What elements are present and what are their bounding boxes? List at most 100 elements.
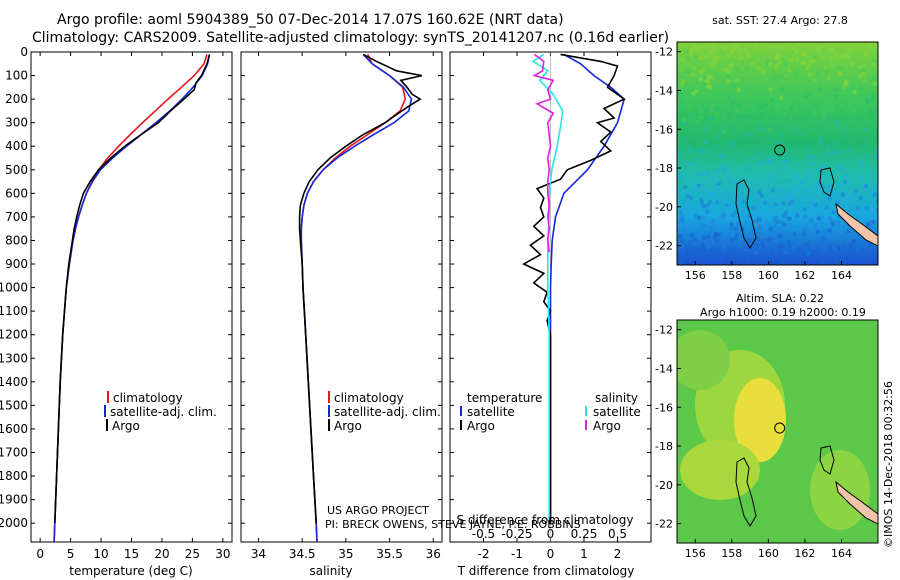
sst-texture-cell <box>735 221 740 226</box>
sst-texture-cell <box>729 63 734 68</box>
sst-texture-cell <box>746 253 751 258</box>
sst-texture-cell <box>853 189 858 194</box>
sst-texture-cell <box>864 190 869 195</box>
sla-map-title2: Argo h1000: 0.19 h2000: 0.19 <box>700 306 866 319</box>
map-lon-label: 162 <box>794 269 815 282</box>
sst-texture-cell <box>698 69 703 74</box>
sst-texture-cell <box>710 138 715 143</box>
sst-texture-cell <box>734 78 739 82</box>
credit-line2: PI: BRECK OWENS, STEVE JAYNE, P.E. ROBBI… <box>325 518 581 531</box>
sst-texture-cell <box>677 260 682 265</box>
sst-texture-cell <box>738 48 743 53</box>
sst-texture-cell <box>842 127 847 132</box>
sst-texture-cell <box>680 58 685 63</box>
sst-texture-cell <box>756 169 761 173</box>
sst-texture-cell <box>827 184 832 189</box>
sst-texture-cell <box>734 226 739 231</box>
sst-texture-cell <box>758 235 763 240</box>
sst-texture-cell <box>871 118 876 123</box>
sst-texture-cell <box>868 242 873 247</box>
sst-texture-cell <box>735 45 739 50</box>
sst-texture-cell <box>811 201 816 205</box>
sst-texture-cell <box>786 192 791 197</box>
sst-texture-cell <box>851 237 856 241</box>
sst-map-title: sat. SST: 27.4 Argo: 27.8 <box>712 14 848 27</box>
sst-texture-cell <box>705 78 709 83</box>
sst-texture-cell <box>872 124 877 129</box>
sst-texture-cell <box>805 86 810 91</box>
sst-texture-cell <box>709 63 714 68</box>
sst-texture-cell <box>678 166 683 171</box>
sst-texture-cell <box>868 225 873 230</box>
sst-texture-cell <box>866 99 870 104</box>
sst-texture-cell <box>748 188 753 193</box>
sst-texture-cell <box>767 46 772 50</box>
sst-texture-cell <box>740 55 745 59</box>
sst-texture-cell <box>802 98 807 103</box>
sst-texture-cell <box>706 234 711 239</box>
sst-texture-cell <box>769 235 774 240</box>
depth-tick-label: 400 <box>5 139 28 153</box>
sal-legend-climatology-label: climatology <box>334 391 404 405</box>
sst-texture-cell <box>871 248 876 253</box>
sst-texture-cell <box>706 213 710 218</box>
sst-texture-cell <box>682 82 687 87</box>
sst-texture-cell <box>839 118 844 122</box>
sst-texture-cell <box>838 66 843 71</box>
sst-texture-cell <box>701 242 706 247</box>
sst-texture-cell <box>695 120 699 125</box>
sst-texture-cell <box>726 95 731 100</box>
sst-texture-cell <box>809 235 814 240</box>
sst-texture-cell <box>809 204 814 209</box>
depth-tick-label: 1600 <box>0 422 28 436</box>
sst-texture-cell <box>789 150 794 155</box>
sst-texture-cell <box>684 202 689 207</box>
sst-texture-cell <box>713 42 717 47</box>
sst-texture-cell <box>705 209 710 214</box>
sst-texture-cell <box>698 150 703 155</box>
sst-texture-cell <box>768 175 773 180</box>
sst-texture-cell <box>874 101 878 105</box>
sst-texture-cell <box>735 232 739 237</box>
sst-texture-cell <box>735 180 740 185</box>
depth-tick-label: 1500 <box>0 398 28 412</box>
sst-texture-cell <box>858 74 863 79</box>
sst-texture-cell <box>776 53 781 58</box>
sst-texture-cell <box>856 179 861 184</box>
sst-texture-cell <box>782 258 787 263</box>
sst-texture-cell <box>813 223 818 228</box>
sla-island-outline <box>735 457 757 527</box>
sst-texture-cell <box>785 178 790 183</box>
map-lon-label: 164 <box>831 547 852 560</box>
sst-texture-cell <box>815 182 820 187</box>
legend-argo-label: Argo <box>112 419 140 433</box>
sst-texture-cell <box>755 92 760 97</box>
sst-texture-cell <box>799 247 804 252</box>
sst-texture-cell <box>813 203 818 208</box>
sst-texture-cell <box>822 116 827 121</box>
sst-texture-cell <box>827 216 832 221</box>
salinity-legend: climatology satellite-adj. clim. Argo <box>328 391 441 433</box>
sst-texture-cell <box>695 152 700 157</box>
sst-texture-cell <box>703 224 708 229</box>
sst-texture-cell <box>835 178 840 183</box>
sst-texture-cell <box>835 246 840 250</box>
sst-texture-cell <box>694 125 699 130</box>
depth-tick-label: 1100 <box>0 304 28 318</box>
sst-texture-cell <box>736 130 741 135</box>
temperature-line-climatology <box>53 54 208 543</box>
sst-texture-cell <box>711 219 716 224</box>
sst-texture-cell <box>686 190 691 195</box>
sst-texture-cell <box>875 187 878 192</box>
sst-texture-cell <box>690 246 695 251</box>
depth-tick-label: 100 <box>5 69 28 83</box>
sst-texture-cell <box>760 69 765 74</box>
sal-diff-tick-label: 0.5 <box>608 527 627 541</box>
sst-texture-cell <box>678 122 683 127</box>
sst-texture-cell <box>837 245 842 250</box>
sst-texture-cell <box>769 249 774 253</box>
sst-texture-cell <box>859 196 864 201</box>
sst-texture-cell <box>733 236 738 241</box>
sst-texture-cell <box>833 78 838 83</box>
sst-texture-cell <box>822 173 827 178</box>
